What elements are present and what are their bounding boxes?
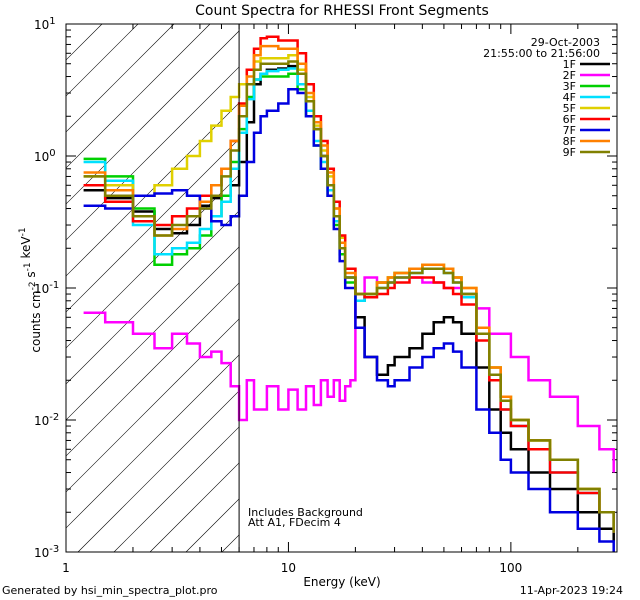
annotation-line-1: Includes Background <box>248 506 363 519</box>
chart-title: Count Spectra for RHESSI Front Segments <box>195 3 489 19</box>
legend-label-7F: 7F <box>563 124 576 137</box>
series-group <box>83 35 615 552</box>
x-tick-label: 10 <box>281 561 296 575</box>
y-tick-label: 10-2 <box>34 412 59 428</box>
legend-label-2F: 2F <box>563 69 576 82</box>
plot-frame <box>65 23 618 553</box>
series-line-9F <box>83 60 615 533</box>
date-label: 29-Oct-2003 <box>531 36 600 49</box>
x-axis-label: Energy (keV) <box>303 575 380 589</box>
legend-label-5F: 5F <box>563 102 576 115</box>
legend-label-3F: 3F <box>563 80 576 93</box>
y-tick-label: 101 <box>34 16 56 32</box>
time-range-label: 21:55:00 to 21:56:00 <box>483 47 600 60</box>
legend-label-1F: 1F <box>563 58 576 71</box>
x-tick-label: 100 <box>499 561 522 575</box>
y-tick-label: 100 <box>34 148 56 164</box>
footer-generated: Generated by hsi_min_spectra_plot.pro <box>2 584 218 597</box>
series-line-2F <box>83 276 615 473</box>
legend-label-4F: 4F <box>563 91 576 104</box>
x-tick-labels: 1 10 100 <box>62 561 522 575</box>
legend-label-8F: 8F <box>563 135 576 148</box>
legend-label-6F: 6F <box>563 113 576 126</box>
annotation-line-2: Att A1, FDecim 4 <box>248 516 341 529</box>
axis-ticks <box>65 23 618 553</box>
below-threshold-hatch <box>66 24 617 552</box>
y-tick-label: 10-3 <box>34 544 59 560</box>
x-tick-label: 1 <box>62 561 70 575</box>
legend-label-9F: 9F <box>563 146 576 159</box>
series-line-7F <box>83 88 615 552</box>
footer-date: 11-Apr-2023 19:24 <box>520 584 623 597</box>
